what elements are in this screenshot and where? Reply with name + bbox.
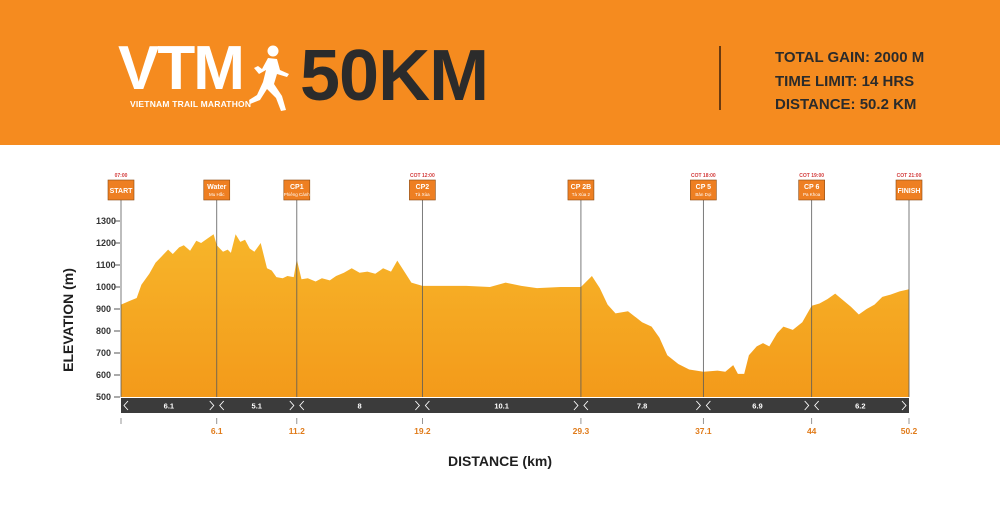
- x-tick-label: 50.2: [901, 426, 918, 436]
- checkpoint-name: CP2: [416, 184, 430, 191]
- checkpoint-name: CP 2B: [571, 184, 592, 191]
- segment-start-arrow: [424, 400, 430, 411]
- segment-start-arrow: [814, 400, 820, 411]
- race-title: 50KM: [300, 36, 489, 116]
- checkpoint-box: [203, 179, 231, 201]
- segment-distance: 6.1: [164, 402, 174, 411]
- checkpoint-place: Tà Xùa 2: [572, 192, 591, 197]
- vtm-logo: VTM VIETNAM TRAIL MARATHON: [118, 38, 288, 118]
- y-tick-label: 1100: [96, 260, 116, 270]
- segment-end-arrow: [696, 400, 701, 411]
- segment-distance: 6.9: [752, 402, 762, 411]
- race-stats: TOTAL GAIN: 2000 M TIME LIMIT: 14 HRS DI…: [775, 46, 924, 117]
- y-tick-label: 900: [96, 304, 111, 314]
- logo-text: VTM: [118, 34, 245, 103]
- stat-total-gain: TOTAL GAIN: 2000 M: [775, 49, 925, 66]
- segment-distance: 5.1: [252, 402, 262, 411]
- checkpoint-cutoff: COT 18:00: [691, 173, 716, 179]
- checkpoint-place: Phiêng Cành: [284, 192, 311, 197]
- checkpoint-box: [798, 179, 825, 201]
- checkpoint-cutoff: 07:00: [115, 173, 128, 179]
- header-divider: [719, 46, 721, 110]
- segment-distance: 7.8: [637, 402, 647, 411]
- x-tick-label: 6.1: [211, 426, 223, 436]
- elevation-chart: 500 600 700 800 900 1000 1100 1200 1300 START 07:…: [60, 173, 923, 469]
- checkpoint-name: CP1: [290, 184, 304, 191]
- checkpoint-name: CP 5: [696, 184, 712, 191]
- y-tick-label: 600: [96, 370, 111, 380]
- y-tick-label: 1300: [96, 216, 116, 226]
- checkpoint-name: START: [110, 188, 134, 195]
- header-banner: VTM VIETNAM TRAIL MARATHON 50KM TOTAL GA…: [0, 0, 1000, 145]
- segment-distance: 6.2: [855, 402, 865, 411]
- checkpoint-place: Bản Dọi: [695, 192, 711, 197]
- x-tick-label: 19.2: [414, 426, 431, 436]
- x-tick-label: 29.3: [573, 426, 590, 436]
- checkpoint-box: [567, 179, 595, 201]
- elevation-area: [121, 234, 909, 397]
- y-tick-label: 500: [96, 392, 111, 402]
- segment-start-arrow: [705, 400, 711, 411]
- checkpoint-name: CP 6: [804, 184, 820, 191]
- segment-start-arrow: [583, 400, 589, 411]
- y-tick-label: 700: [96, 348, 111, 358]
- runner-icon: [249, 45, 289, 111]
- checkpoint-box: [283, 179, 311, 201]
- segment-end-arrow: [209, 400, 215, 411]
- stat-time-limit: TIME LIMIT: 14 HRS: [775, 72, 915, 90]
- checkpoint-box: [107, 179, 135, 201]
- y-tick-label: 800: [96, 326, 111, 336]
- x-axis-title: DISTANCE (km): [448, 453, 552, 469]
- x-tick-label: 37.1: [695, 426, 712, 436]
- checkpoint-name: FINISH: [898, 188, 921, 195]
- segment-bar: [121, 398, 909, 413]
- segment-distance: 10.1: [494, 402, 509, 411]
- segment-start-arrow: [123, 400, 129, 411]
- segment-end-arrow: [415, 400, 420, 411]
- checkpoint-box: [409, 179, 436, 201]
- x-tick-label: 44: [807, 426, 817, 436]
- y-tick-label: 1000: [96, 282, 116, 292]
- checkpoint-name: Water: [207, 184, 226, 191]
- x-tick-label: 11.2: [289, 426, 305, 436]
- checkpoint-cutoff: COT 12:00: [410, 173, 435, 179]
- checkpoint-cutoff: COT 21:00: [897, 173, 922, 179]
- checkpoint-place: Tà Xùa: [415, 192, 430, 197]
- logo-subtitle: VIETNAM TRAIL MARATHON: [130, 99, 252, 109]
- checkpoint-box: [895, 179, 923, 201]
- checkpoint-place: Pa Khoa: [803, 192, 821, 197]
- checkpoint-box: [690, 179, 717, 201]
- segment-start-arrow: [299, 400, 305, 411]
- segment-end-arrow: [573, 400, 579, 411]
- segment-distance: 8: [358, 402, 362, 411]
- segment-end-arrow: [901, 400, 907, 411]
- checkpoint-cutoff: COT 19:00: [799, 173, 824, 179]
- checkpoint-place: Mu Hắc: [209, 191, 225, 197]
- segment-end-arrow: [804, 400, 810, 411]
- segment-end-arrow: [289, 400, 295, 411]
- y-tick-label: 1200: [96, 238, 116, 248]
- segment-start-arrow: [219, 400, 225, 411]
- stat-distance: DISTANCE: 50.2 KM: [775, 96, 917, 113]
- y-axis-title: ELEVATION (m): [60, 268, 76, 372]
